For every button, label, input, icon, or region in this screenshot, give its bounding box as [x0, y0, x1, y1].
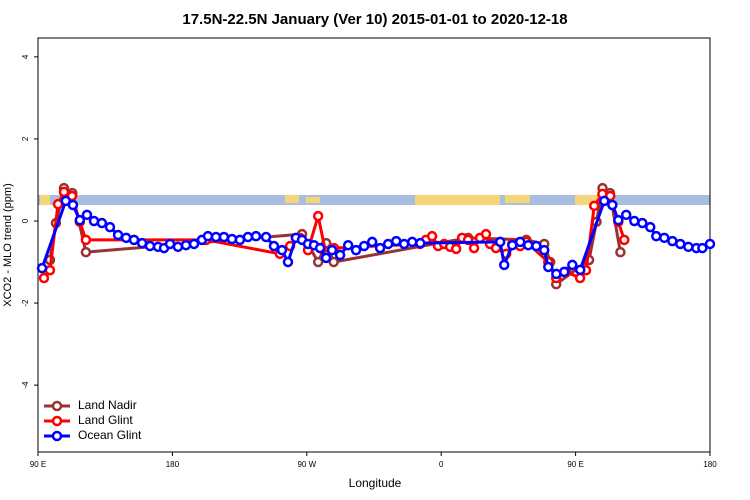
point — [144, 240, 156, 252]
x-tick-label: 90 W — [297, 460, 316, 469]
point — [697, 242, 708, 254]
point — [426, 230, 438, 242]
y-tick-label: 0 — [21, 218, 30, 223]
point — [67, 199, 79, 211]
x-tick-label: 90 E — [567, 460, 583, 469]
point — [334, 249, 346, 261]
x-tick-label: 180 — [703, 460, 717, 469]
point — [659, 232, 670, 244]
point — [599, 195, 610, 207]
point — [559, 266, 570, 278]
point — [282, 256, 294, 268]
x-tick-label: 180 — [166, 460, 180, 469]
point — [589, 200, 600, 212]
legend-marker — [51, 415, 63, 427]
point — [80, 246, 92, 258]
point — [242, 231, 254, 243]
point — [620, 209, 632, 221]
point — [96, 217, 108, 229]
point — [645, 221, 656, 233]
point — [615, 246, 626, 258]
point — [382, 238, 394, 250]
point — [320, 252, 332, 264]
point — [675, 238, 686, 250]
point — [650, 230, 662, 242]
point — [523, 239, 534, 251]
point — [406, 236, 418, 248]
point — [112, 229, 124, 241]
y-tick-label: -4 — [21, 381, 30, 389]
point — [38, 272, 50, 284]
point — [619, 234, 630, 246]
point — [613, 214, 624, 226]
point — [188, 238, 200, 250]
y-tick-label: -2 — [21, 299, 30, 307]
legend-marker — [51, 400, 63, 412]
legend-label: Land Glint — [78, 413, 133, 427]
point — [567, 259, 578, 271]
point — [250, 230, 262, 242]
point — [531, 240, 542, 252]
point — [480, 228, 492, 240]
point — [494, 236, 506, 248]
point — [514, 236, 526, 248]
legend-label: Ocean Glint — [78, 428, 142, 442]
point — [80, 234, 92, 246]
point — [58, 186, 70, 198]
map-strip — [38, 195, 710, 205]
y-tick-label: 4 — [21, 54, 30, 59]
point — [314, 242, 326, 254]
point — [629, 215, 640, 227]
point — [374, 242, 386, 254]
point — [498, 259, 510, 271]
legend-label: Land Nadir — [78, 398, 137, 412]
point — [398, 238, 410, 250]
point — [104, 221, 116, 233]
point — [468, 242, 480, 254]
series-line — [40, 198, 711, 276]
point — [260, 231, 272, 243]
point — [704, 238, 716, 250]
x-tick-label: 0 — [439, 460, 444, 469]
point — [342, 239, 354, 251]
point — [543, 261, 554, 273]
legend-marker — [51, 430, 63, 442]
point — [326, 244, 338, 256]
point — [574, 272, 586, 284]
point — [218, 231, 230, 243]
point — [276, 244, 288, 256]
point — [450, 243, 462, 255]
y-axis-label: XCO2 - MLO trend (ppm) — [2, 183, 14, 306]
point — [415, 237, 426, 249]
point — [268, 240, 280, 252]
point — [312, 210, 324, 222]
point — [366, 236, 378, 248]
point — [128, 234, 140, 246]
point — [172, 241, 184, 253]
point — [607, 199, 618, 211]
y-tick-label: 2 — [21, 136, 30, 141]
point — [234, 234, 246, 246]
point — [312, 256, 324, 268]
point — [538, 244, 550, 256]
point — [180, 239, 192, 251]
point — [36, 262, 48, 274]
point — [358, 240, 370, 252]
chart-title: 17.5N-22.5N January (Ver 10) 2015-01-01 … — [182, 11, 567, 28]
x-axis-label: Longitude — [349, 476, 402, 490]
point — [74, 214, 86, 226]
x-tick-label: 90 E — [30, 460, 46, 469]
point — [328, 256, 339, 268]
point — [574, 264, 586, 276]
point — [81, 209, 93, 221]
point — [202, 230, 214, 242]
point — [637, 217, 648, 229]
point — [683, 241, 694, 253]
point — [350, 244, 362, 256]
